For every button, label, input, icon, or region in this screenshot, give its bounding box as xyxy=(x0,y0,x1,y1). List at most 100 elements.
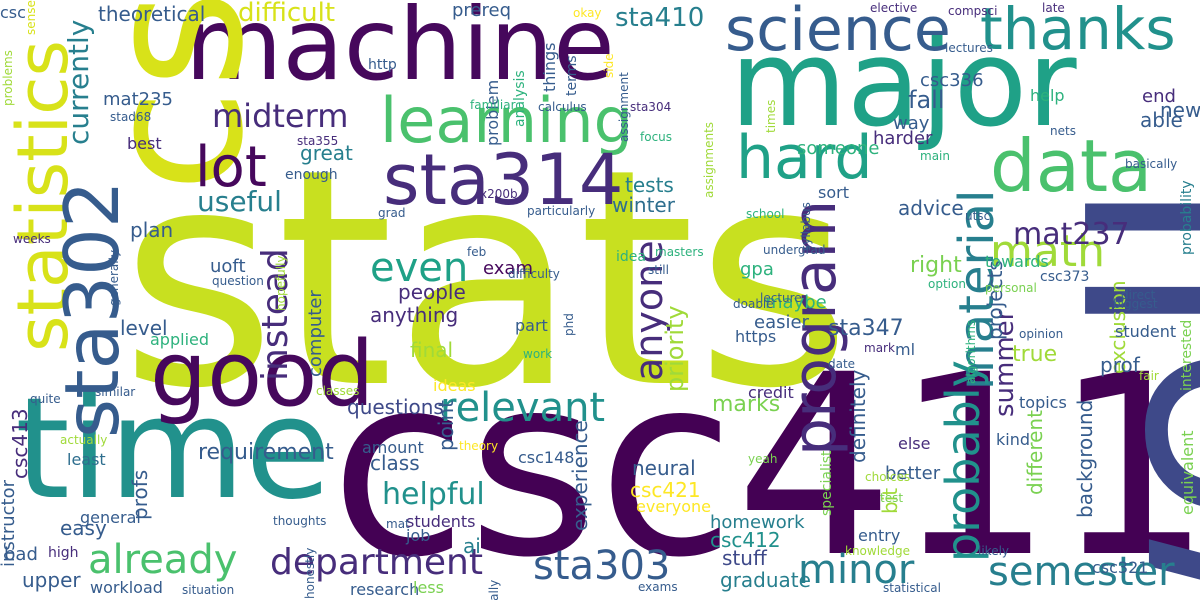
cloud-word: easy xyxy=(60,516,107,540)
cloud-word: winter xyxy=(612,193,675,217)
cloud-word: x200b xyxy=(480,187,518,201)
cloud-word: time xyxy=(15,368,332,531)
cloud-word: projects xyxy=(983,260,1007,340)
cloud-word: personally xyxy=(487,580,501,600)
cloud-word: upper xyxy=(22,568,81,592)
cloud-word: graduate xyxy=(720,568,811,592)
cloud-word: idea xyxy=(616,249,646,265)
cloud-word: thanks xyxy=(980,0,1176,63)
cloud-word: right xyxy=(910,253,962,278)
cloud-word: credit xyxy=(748,383,794,402)
cloud-word: computer xyxy=(305,290,326,377)
cloud-word: workload xyxy=(90,578,163,597)
cloud-word: quite xyxy=(30,392,61,406)
cloud-word: hopefully xyxy=(274,255,288,311)
cloud-word: ml xyxy=(895,340,916,359)
cloud-word: honestly xyxy=(303,547,317,599)
cloud-word: choices xyxy=(865,470,911,484)
cloud-word: enough xyxy=(285,167,338,183)
cloud-word: exams xyxy=(638,580,678,594)
cloud-word: mark xyxy=(864,341,895,355)
cloud-word: weeks xyxy=(13,232,51,246)
cloud-word: doable xyxy=(733,297,774,311)
cloud-word: machine xyxy=(185,0,615,103)
cloud-word: okay xyxy=(573,6,602,20)
cloud-word: problems xyxy=(1,50,15,106)
cloud-word: calculus xyxy=(538,100,587,114)
cloud-word: probability xyxy=(1179,180,1195,255)
cloud-word: neural xyxy=(632,456,696,480)
cloud-word: personal xyxy=(985,281,1037,295)
cloud-word: actually xyxy=(60,433,108,447)
cloud-word: best xyxy=(127,134,162,153)
cloud-word: entry xyxy=(858,526,901,545)
cloud-word: true xyxy=(1012,342,1058,367)
cloud-word: tests xyxy=(625,173,674,197)
cloud-word: anything xyxy=(370,303,459,327)
cloud-word: fall xyxy=(908,86,945,114)
cloud-word: already xyxy=(88,537,238,583)
cloud-word: easier xyxy=(754,312,809,333)
cloud-word: amount xyxy=(362,438,424,457)
cloud-word: experience xyxy=(568,420,592,531)
cloud-word: mat237 xyxy=(1013,217,1130,252)
cloud-word: homework xyxy=(710,512,805,533)
cloud-word: interested xyxy=(1179,319,1195,391)
cloud-word: sta355 xyxy=(297,134,339,148)
cloud-word: gpa xyxy=(740,259,774,280)
cloud-word: csc336 xyxy=(920,70,984,91)
cloud-word: stuff xyxy=(722,546,767,570)
cloud-word: option xyxy=(928,277,966,291)
cloud-word: direct xyxy=(1121,288,1156,302)
cloud-word: harder xyxy=(873,128,933,149)
cloud-word: science xyxy=(725,0,951,65)
cloud-word: sort xyxy=(818,183,849,202)
cloud-word: probably xyxy=(936,360,990,562)
cloud-word: biggest xyxy=(1113,297,1158,311)
cloud-word: student xyxy=(1115,322,1177,341)
cloud-word: advice xyxy=(898,196,964,220)
cloud-word: csc412 xyxy=(710,528,781,552)
cloud-word: even xyxy=(370,245,469,291)
cloud-word: likely xyxy=(978,544,1010,558)
cloud-word: way xyxy=(893,113,930,134)
cloud-word: sense xyxy=(24,0,38,35)
cloud-word: mat xyxy=(386,517,410,531)
cloud-word: priority xyxy=(661,305,689,392)
cloud-word: class xyxy=(370,451,420,475)
cloud-word: exam xyxy=(483,258,533,279)
cloud-word: assignments xyxy=(702,121,716,198)
cloud-word: background xyxy=(1073,399,1097,518)
cloud-word: knowledge xyxy=(845,544,911,558)
cloud-word: point xyxy=(434,399,458,451)
cloud-word: sta304 xyxy=(630,100,672,114)
cloud-word: classes xyxy=(316,384,360,398)
cloud-word: less xyxy=(413,578,444,597)
cloud-word: able xyxy=(1140,108,1183,132)
cloud-word: side xyxy=(602,53,616,78)
cloud-word: learning xyxy=(380,84,633,157)
cloud-word: sta347 xyxy=(828,316,904,341)
cloud-word: csc148 xyxy=(518,448,575,467)
cloud-word: times xyxy=(764,99,778,133)
cloud-word: situation xyxy=(182,583,235,597)
cloud-word: similar xyxy=(95,385,136,399)
cloud-word: new xyxy=(1160,98,1200,122)
cloud-word: kind xyxy=(996,430,1031,449)
cloud-word: assignment xyxy=(617,72,631,142)
cloud-word: relevant xyxy=(440,385,606,431)
cloud-word: applied xyxy=(150,330,210,349)
cloud-word: lectures xyxy=(945,41,993,55)
cloud-word: csc413 xyxy=(8,408,32,479)
cloud-word: compsci xyxy=(948,4,998,18)
cloud-word: math xyxy=(990,226,1105,277)
cloud-word: elective xyxy=(870,1,918,15)
cloud-word: phd xyxy=(562,313,576,336)
cloud-word: specialist xyxy=(819,450,835,516)
cloud-word: theory xyxy=(459,439,499,453)
cloud-word: hard xyxy=(736,123,873,193)
cloud-word: csc373 xyxy=(1040,269,1090,285)
cloud-word: test xyxy=(880,491,904,505)
cloud-word: sta410 xyxy=(615,3,705,33)
